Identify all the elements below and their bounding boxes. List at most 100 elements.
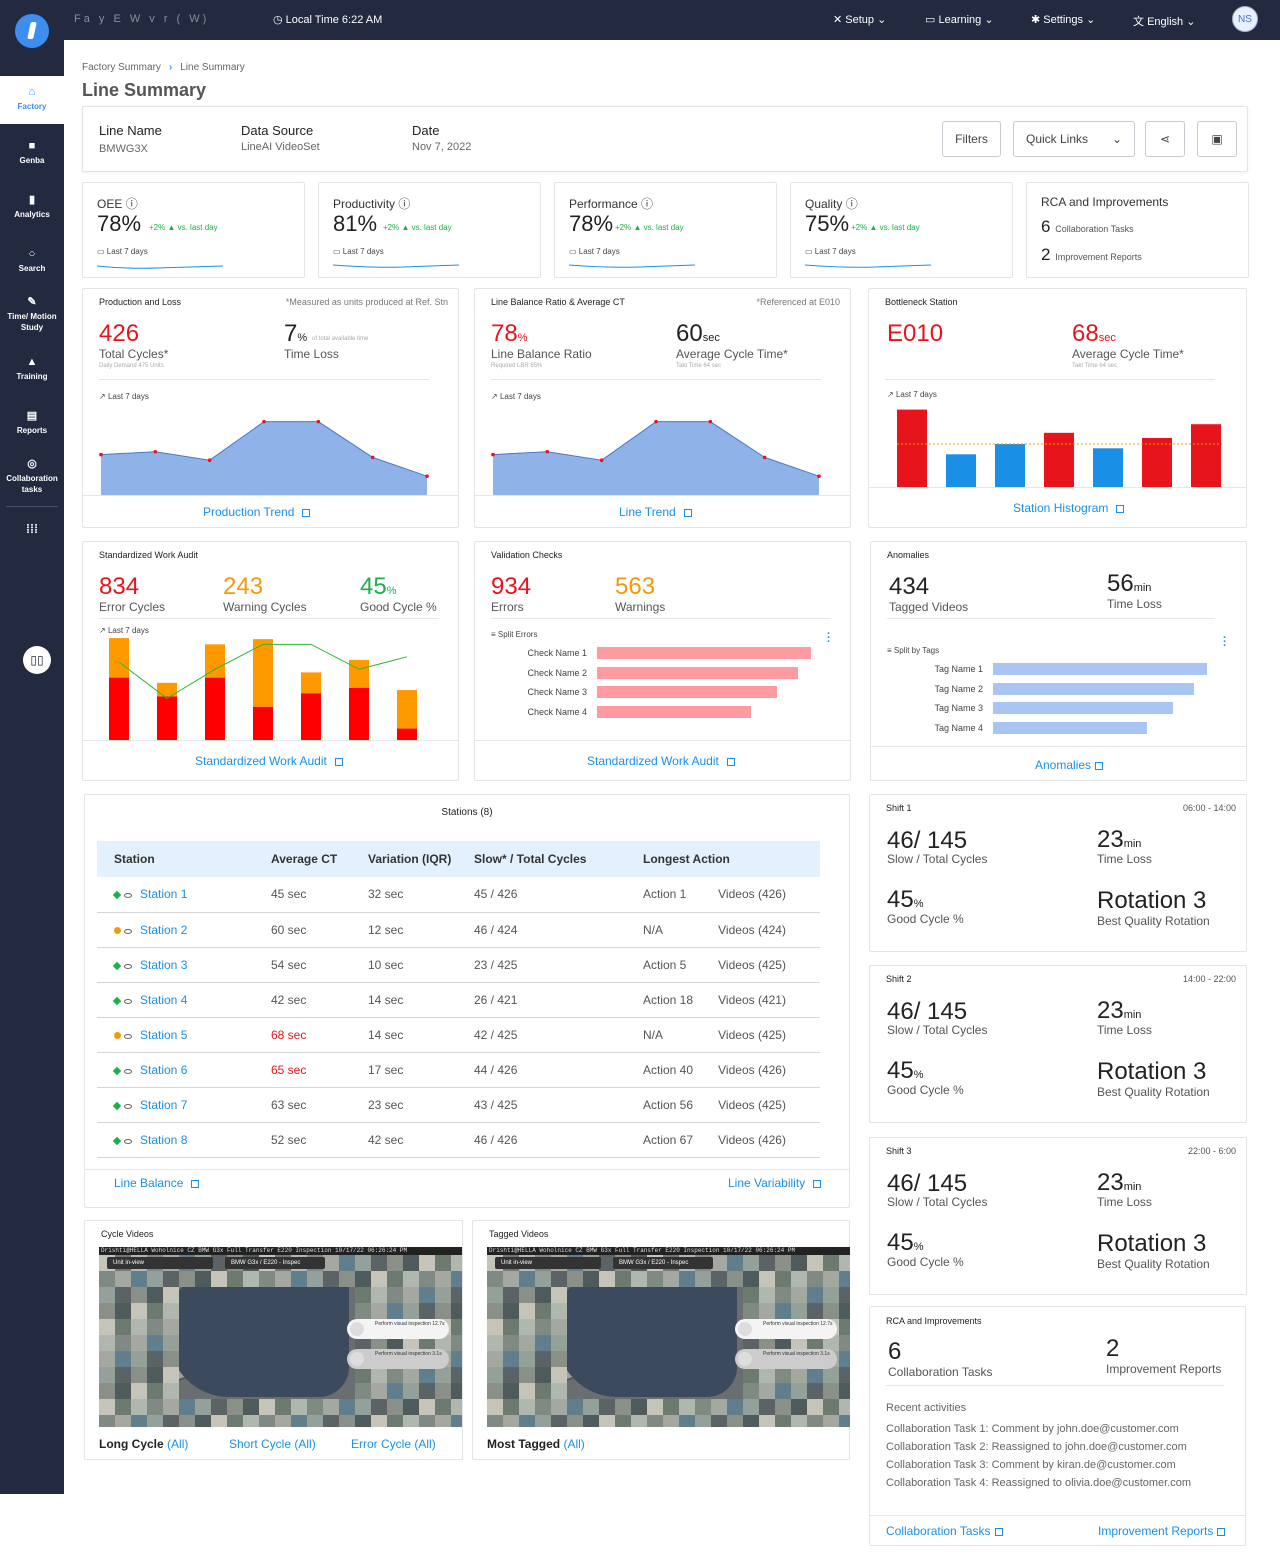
videos-link[interactable]: Videos (426) [718, 1052, 820, 1088]
breadcrumb-parent[interactable]: Factory Summary [82, 62, 161, 73]
eye-icon[interactable] [124, 1033, 132, 1039]
bar[interactable] [597, 647, 811, 659]
column-header[interactable]: Longest Action [643, 841, 820, 877]
more-options-icon[interactable]: · · · [827, 628, 831, 648]
anomalies-link[interactable]: Anomalies [1035, 758, 1104, 772]
station-link[interactable]: Station 6 [140, 1062, 188, 1077]
sidebar-item-analytics[interactable]: ▮ Analytics [14, 194, 50, 219]
column-header[interactable]: Average CT [271, 841, 368, 877]
station-link[interactable]: Station 8 [140, 1132, 188, 1147]
station-link[interactable]: Station 5 [140, 1027, 188, 1042]
cycle-video-player[interactable]: Drishti@HELLA Woholnice CZ BMW G3x Full … [99, 1247, 462, 1427]
station-link[interactable]: Station 3 [140, 957, 188, 972]
share-button[interactable]: ⋖ [1145, 121, 1185, 157]
videos-link[interactable]: Videos (424) [718, 912, 820, 948]
collaboration-tasks-link[interactable]: Collaboration Tasks [886, 1524, 1003, 1538]
line-variability-link[interactable]: Line Variability [728, 1176, 822, 1190]
column-header[interactable]: Slow* / Total Cycles [474, 841, 643, 877]
save-button[interactable]: ▣ [1197, 121, 1237, 157]
bar[interactable] [597, 666, 799, 679]
filters-button[interactable]: Filters [942, 121, 1001, 157]
learning-menu[interactable]: ▭ Learning ⌄ [925, 14, 994, 26]
rca-summary-card[interactable]: RCA and Improvements 6 Collaboration Tas… [1026, 182, 1249, 278]
video-mosaic-tile [775, 1383, 791, 1399]
bar[interactable] [993, 663, 1207, 675]
eye-icon[interactable] [124, 1068, 132, 1074]
long-cycle-filter[interactable]: Long Cycle (All) [99, 1437, 189, 1451]
errors-label: Errors [491, 600, 524, 614]
video-mosaic-tile [403, 1287, 419, 1303]
column-header[interactable]: Station [97, 841, 271, 877]
table-row[interactable]: Station 5 68 sec 14 sec 42 / 425 N/A Videos (… [97, 1017, 820, 1053]
kpi-card-oee[interactable]: OEE ⓘ 78% +2% ▲ vs. last day ▭ Last 7 da… [82, 182, 305, 278]
production-trend-link[interactable]: Production Trend [203, 505, 311, 519]
bar[interactable] [993, 682, 1195, 695]
line-trend-link[interactable]: Line Trend [619, 505, 692, 519]
station-link[interactable]: Station 1 [140, 887, 188, 902]
sidebar-item-factory[interactable]: ⌂ Factory [0, 76, 64, 124]
table-row[interactable]: Station 1 45 sec 32 sec 45 / 426 Action 1 Vid… [97, 877, 820, 913]
bar[interactable] [597, 686, 777, 698]
table-row[interactable]: Station 8 52 sec 42 sec 46 / 426 Action 67 Vi… [97, 1122, 820, 1158]
open-book-icon[interactable]: ▯▯ [23, 646, 51, 674]
video-mosaic-tile [791, 1367, 807, 1383]
videos-link[interactable]: Videos (425) [718, 1087, 820, 1123]
table-row[interactable]: Station 6 65 sec 17 sec 44 / 426 Action 40 Vi… [97, 1052, 820, 1088]
eye-icon[interactable] [124, 1103, 132, 1109]
column-header[interactable]: Variation (IQR) [368, 841, 474, 877]
apps-grid-icon[interactable]: ⁞⁞⁞ [26, 522, 38, 536]
sidebar-item-search[interactable]: ○ Search [18, 248, 46, 273]
eye-icon[interactable] [124, 963, 132, 969]
average-ct-cell: 54 sec [271, 947, 368, 983]
avatar[interactable]: NS [1232, 6, 1258, 32]
activity-item[interactable]: Collaboration Task 1: Comment by john.do… [886, 1423, 1179, 1435]
bar[interactable] [597, 705, 752, 718]
station-histogram-link[interactable]: Station Histogram [1013, 501, 1125, 515]
eye-icon[interactable] [124, 998, 132, 1004]
table-row[interactable]: Station 3 54 sec 10 sec 23 / 425 Action 5 Vid… [97, 947, 820, 983]
activity-item[interactable]: Collaboration Task 3: Comment by kiran.d… [886, 1459, 1176, 1471]
videos-link[interactable]: Videos (425) [718, 947, 820, 983]
error-cycle-filter[interactable]: Error Cycle (All) [351, 1437, 436, 1451]
sidebar-item-time-motion-study[interactable]: ✎ Time/ Motion Study [7, 296, 57, 332]
standardized-work-audit-link[interactable]: Standardized Work Audit [587, 754, 735, 768]
sidebar-item-genba[interactable]: ■ Genba [19, 140, 45, 165]
improvement-reports-link[interactable]: Improvement Reports [1098, 1524, 1226, 1538]
table-row[interactable]: Station 7 63 sec 23 sec 43 / 425 Action 56 Vi… [97, 1087, 820, 1123]
app-logo[interactable] [15, 14, 49, 48]
sidebar-item-reports[interactable]: ▤ Reports [16, 410, 48, 435]
setup-menu[interactable]: ✕ Setup ⌄ [833, 14, 887, 26]
videos-link[interactable]: Videos (426) [718, 1122, 820, 1158]
table-row[interactable]: Station 4 42 sec 14 sec 26 / 421 Action 18 Vi… [97, 982, 820, 1018]
video-mosaic-tile [535, 1319, 551, 1335]
quick-links-dropdown[interactable]: Quick Links ⌄ [1013, 121, 1135, 157]
shift-title: Shift 3 [886, 1146, 912, 1156]
more-options-icon[interactable]: · · · [1223, 632, 1227, 652]
bar[interactable] [993, 702, 1173, 714]
sidebar-item-training[interactable]: ▲ Training [16, 356, 48, 381]
station-link[interactable]: Station 2 [140, 922, 188, 937]
activity-item[interactable]: Collaboration Task 2: Reassigned to john… [886, 1441, 1187, 1453]
language-menu[interactable]: 文 English ⌄ [1133, 16, 1196, 28]
videos-link[interactable]: Videos (426) [718, 877, 820, 913]
line-balance-link[interactable]: Line Balance [114, 1176, 200, 1190]
kpi-card-quality[interactable]: Quality ⓘ 75% +2% ▲ vs. last day ▭ Last … [790, 182, 1013, 278]
eye-icon[interactable] [124, 893, 132, 899]
short-cycle-filter[interactable]: Short Cycle (All) [229, 1437, 316, 1451]
bar[interactable] [993, 721, 1148, 734]
eye-icon[interactable] [124, 1138, 132, 1144]
most-tagged-filter[interactable]: Most Tagged (All) [487, 1437, 585, 1451]
standardized-work-audit-link[interactable]: Standardized Work Audit [195, 754, 343, 768]
station-link[interactable]: Station 7 [140, 1097, 188, 1112]
settings-menu[interactable]: ✱ Settings ⌄ [1031, 14, 1096, 26]
activity-item[interactable]: Collaboration Task 4: Reassigned to oliv… [886, 1477, 1192, 1489]
videos-link[interactable]: Videos (425) [718, 1017, 820, 1053]
kpi-card-performance[interactable]: Performance ⓘ 78% +2% ▲ vs. last day ▭ L… [554, 182, 777, 278]
sidebar-item-collaboration-tasks[interactable]: ◎ Collaboration tasks [6, 458, 58, 494]
station-link[interactable]: Station 4 [140, 992, 188, 1007]
table-row[interactable]: Station 2 60 sec 12 sec 46 / 424 N/A Videos (… [97, 912, 820, 948]
videos-link[interactable]: Videos (421) [718, 982, 820, 1018]
tagged-video-player[interactable]: Drishti@HELLA Woholnice CZ BMW G3x Full … [487, 1247, 850, 1427]
eye-icon[interactable] [124, 928, 132, 934]
kpi-card-productivity[interactable]: Productivity ⓘ 81% +2% ▲ vs. last day ▭ … [318, 182, 541, 278]
